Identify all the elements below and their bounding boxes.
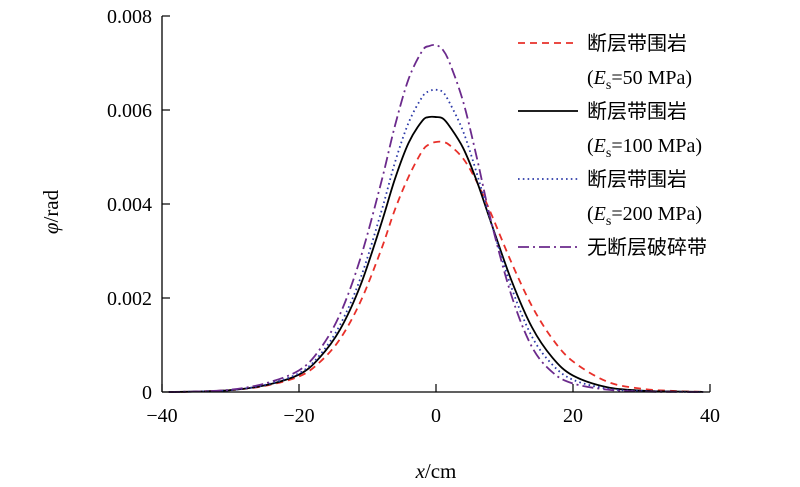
legend-param-1: (Es=50 MPa)	[587, 67, 692, 93]
legend: 断层带围岩 (Es=50 MPa) 断层带围岩 (Es=100 MPa) 断层带围岩 (E…	[518, 31, 707, 259]
series-line-4	[168, 43, 704, 393]
series-line-3	[168, 88, 704, 393]
x-tick-label: −20	[283, 405, 314, 427]
y-tick-label: 0.002	[107, 288, 152, 310]
legend-label-3: 断层带围岩	[587, 167, 687, 191]
series-layer	[168, 43, 704, 393]
x-tick-label: 40	[700, 405, 720, 427]
legend-label-4: 无断层破碎带	[587, 235, 707, 259]
legend-label-2: 断层带围岩	[587, 99, 687, 123]
x-tick-label: 0	[431, 405, 441, 427]
legend-label-1: 断层带围岩	[587, 31, 687, 55]
x-tick-label: −40	[146, 405, 177, 427]
x-tick-label: 20	[563, 405, 583, 427]
y-tick-label: 0.004	[107, 194, 152, 216]
y-tick-label: 0	[142, 382, 152, 404]
series-line-1	[168, 140, 704, 393]
ticks: −40 −20 0 20 40 0 0.002 0.004 0.006 0.008	[107, 6, 720, 427]
y-axis-label: φ/rad	[39, 189, 63, 234]
y-tick-label: 0.008	[107, 6, 152, 28]
x-axis-label: x/cm	[415, 459, 457, 483]
legend-param-3: (Es=200 MPa)	[587, 203, 702, 229]
y-tick-label: 0.006	[107, 100, 152, 122]
series-line-2	[168, 115, 704, 393]
legend-param-2: (Es=100 MPa)	[587, 135, 702, 161]
